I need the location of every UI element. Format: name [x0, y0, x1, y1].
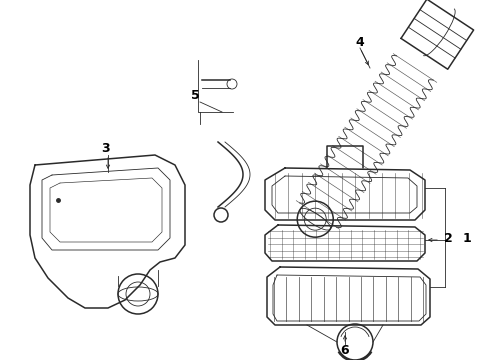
- Text: 5: 5: [191, 89, 199, 102]
- Text: 6: 6: [341, 343, 349, 356]
- Text: 4: 4: [356, 36, 365, 49]
- Text: 3: 3: [100, 141, 109, 154]
- Text: 2: 2: [443, 231, 452, 244]
- Text: 1: 1: [463, 231, 471, 244]
